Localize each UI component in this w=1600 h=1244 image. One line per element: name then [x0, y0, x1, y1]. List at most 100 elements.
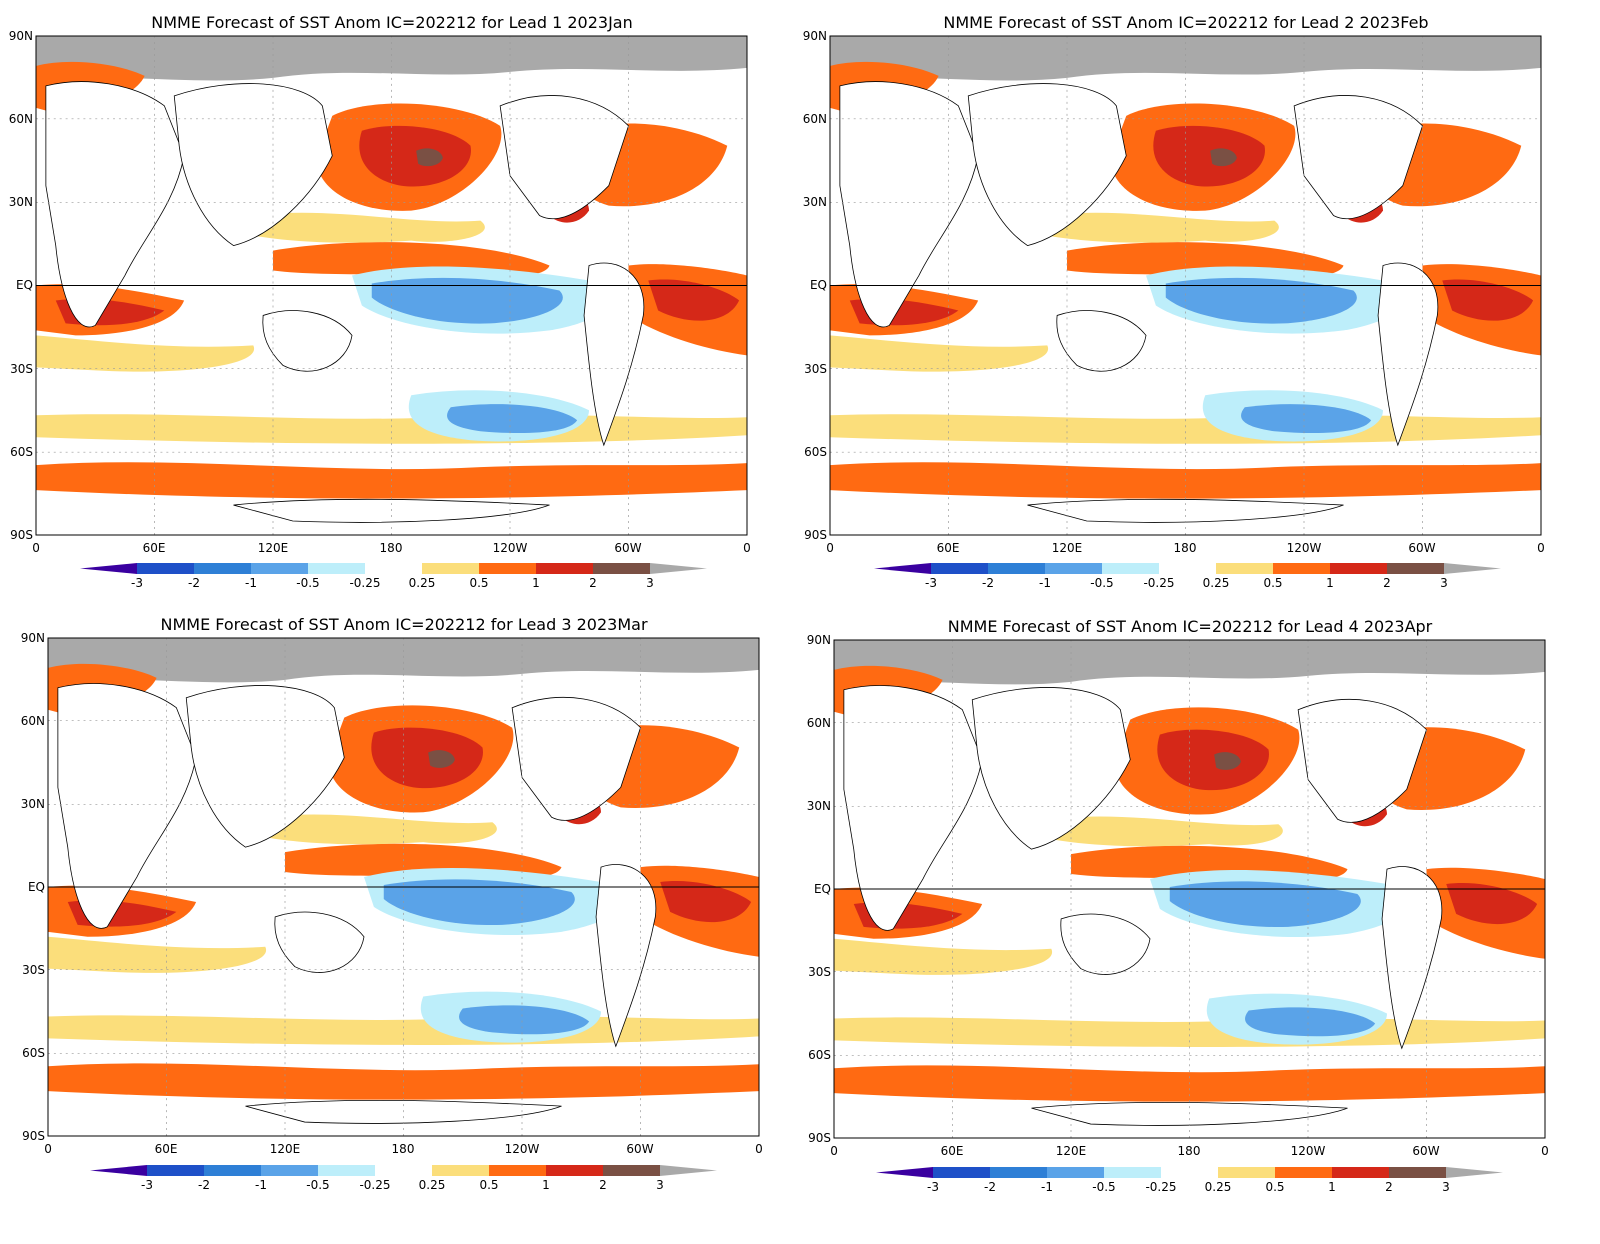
colorbar-segment [1273, 563, 1330, 574]
lon-label: 60E [143, 541, 166, 555]
lon-label: 60E [941, 1144, 964, 1158]
colorbar-tick-label: 1 [1326, 576, 1334, 590]
colorbar-segment [1332, 1167, 1389, 1178]
colorbar-tick-label: -2 [188, 576, 200, 590]
colorbar-segment [1159, 563, 1216, 574]
lat-label: 90N [21, 631, 45, 645]
colorbar-segment [990, 1167, 1047, 1178]
lat-label: 60N [807, 716, 831, 730]
colorbar-segment [1102, 563, 1159, 574]
panel-title: NMME Forecast of SST Anom IC=202212 for … [943, 13, 1428, 32]
colorbar-segment [1330, 563, 1387, 574]
colorbar-segment [375, 1165, 432, 1176]
colorbar-segment [603, 1165, 660, 1176]
lon-label: 0 [1537, 541, 1545, 555]
lon-label: 0 [826, 541, 834, 555]
lon-label: 0 [1541, 1144, 1549, 1158]
colorbar-segment [988, 563, 1045, 574]
lon-label: 60W [614, 541, 641, 555]
lon-label: 60E [937, 541, 960, 555]
colorbar-high-extension [1446, 1167, 1503, 1178]
colorbar-tick-label: -0.5 [306, 1178, 329, 1192]
colorbar-segment [1389, 1167, 1446, 1178]
colorbar-tick-label: -0.5 [1092, 1180, 1115, 1194]
lat-label: 30N [807, 799, 831, 813]
colorbar-segment [536, 563, 593, 574]
lat-label: EQ [28, 880, 45, 894]
lon-label: 180 [380, 541, 403, 555]
colorbar-tick-label: 3 [646, 576, 654, 590]
colorbar-segment [365, 563, 422, 574]
lat-label: 60N [9, 112, 33, 126]
colorbar-tick-label: -0.25 [1143, 576, 1174, 590]
colorbar-low-extension [80, 563, 137, 574]
panel-title: NMME Forecast of SST Anom IC=202212 for … [160, 615, 647, 634]
colorbar-tick-label: 0.25 [409, 576, 436, 590]
colorbar-segment [1216, 563, 1273, 574]
colorbar-segment [933, 1167, 990, 1178]
colorbar-segment [147, 1165, 204, 1176]
sst-anomaly-map [35, 35, 748, 536]
colorbar-segment [546, 1165, 603, 1176]
colorbar-tick-label: -3 [131, 576, 143, 590]
panel-4: NMME Forecast of SST Anom IC=202212 for … [807, 617, 1549, 1158]
colorbar-segment [251, 563, 308, 574]
lat-label: 30N [9, 195, 33, 209]
colorbar-segment [479, 563, 536, 574]
colorbar-tick-label: -2 [984, 1180, 996, 1194]
lat-label: 90S [804, 528, 827, 542]
colorbar-tick-label: 0.5 [1263, 576, 1282, 590]
colorbar-tick-label: -3 [141, 1178, 153, 1192]
lat-axis: 90N 60N 30N EQ 30S 60S 90S [803, 29, 827, 542]
colorbar-tick-label: 3 [1442, 1180, 1450, 1194]
colorbar-tick-label: 1 [532, 576, 540, 590]
colorbar-tick-label: 0.5 [479, 1178, 498, 1192]
lat-label: 30S [804, 362, 827, 376]
colorbar-segment [931, 563, 988, 574]
colorbar-tick-label: -1 [245, 576, 257, 590]
panel-title: NMME Forecast of SST Anom IC=202212 for … [948, 617, 1433, 636]
panel-1: NMME Forecast of SST Anom IC=202212 for … [9, 13, 751, 555]
colorbar-tick-label: 0.5 [1265, 1180, 1284, 1194]
lat-label: 60S [808, 1048, 831, 1062]
colorbar: -3 -2 -1 -0.5 -0.25 0.25 0.5 1 2 3 [874, 563, 1501, 590]
lon-label: 180 [1174, 541, 1197, 555]
lat-axis: 90N 60N 30N EQ 30S 60S 90S [807, 633, 831, 1145]
lon-axis: 0 60E 120E 180 120W 60W 0 [32, 541, 751, 555]
colorbar-segment [1047, 1167, 1104, 1178]
lon-axis: 0 60E 120E 180 120W 60W 0 [826, 541, 1545, 555]
lon-label: 60W [1412, 1144, 1439, 1158]
colorbar-segment [194, 563, 251, 574]
sst-anomaly-map [829, 35, 1542, 536]
lon-label: 60W [1408, 541, 1435, 555]
panel-title: NMME Forecast of SST Anom IC=202212 for … [151, 13, 633, 32]
colorbar-tick-label: -0.25 [349, 576, 380, 590]
colorbar-tick-label: -0.5 [296, 576, 319, 590]
lon-label: 120E [1052, 541, 1083, 555]
colorbar-tick-label: -1 [1041, 1180, 1053, 1194]
colorbar-segment [204, 1165, 261, 1176]
colorbar-low-extension [876, 1167, 933, 1178]
colorbar-tick-label: 0.25 [419, 1178, 446, 1192]
colorbar-tick-label: -3 [925, 576, 937, 590]
lon-label: 60E [155, 1142, 178, 1156]
lat-label: 90S [22, 1129, 45, 1143]
colorbar-high-extension [650, 563, 707, 574]
colorbar-tick-label: -0.25 [1145, 1180, 1176, 1194]
lon-label: 180 [1178, 1144, 1201, 1158]
colorbar-tick-label: 3 [656, 1178, 664, 1192]
lat-label: 90S [808, 1131, 831, 1145]
lat-axis: 90N 60N 30N EQ 30S 60S 90S [9, 29, 33, 542]
colorbar: -3 -2 -1 -0.5 -0.25 0.25 0.5 1 2 3 [876, 1167, 1503, 1194]
lon-label: 180 [392, 1142, 415, 1156]
colorbar: -3 -2 -1 -0.5 -0.25 0.25 0.5 1 2 3 [80, 563, 707, 590]
lat-label: 60S [10, 445, 33, 459]
lat-label: 90N [807, 633, 831, 647]
colorbar-segment [1218, 1167, 1275, 1178]
colorbar-tick-label: -1 [255, 1178, 267, 1192]
lon-label: 120W [1287, 541, 1322, 555]
lon-label: 120W [505, 1142, 540, 1156]
lat-label: 30N [803, 195, 827, 209]
colorbar-segment [261, 1165, 318, 1176]
